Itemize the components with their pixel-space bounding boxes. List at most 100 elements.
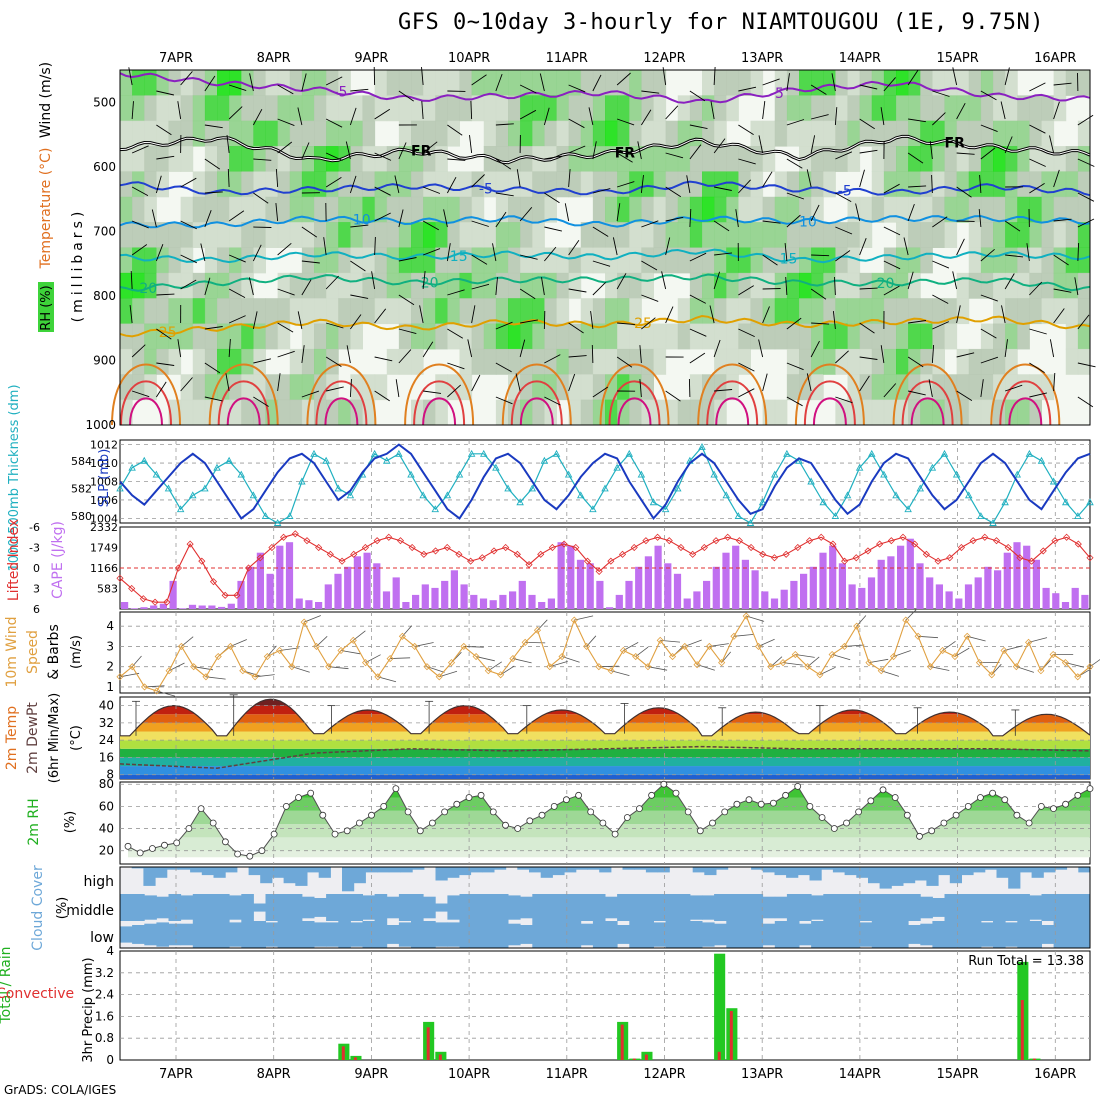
cloud-cell <box>879 867 892 889</box>
cape-bar <box>509 591 517 609</box>
rh-cell <box>532 374 545 401</box>
rh-cell <box>1005 120 1018 147</box>
wind-speed-point <box>140 683 149 691</box>
rh-cell <box>435 70 448 96</box>
rh-cell <box>835 247 848 274</box>
cape-bar <box>964 584 973 609</box>
rh-cell <box>168 323 182 350</box>
rh-cell <box>217 298 230 325</box>
wind-barb <box>297 107 303 126</box>
rh-cell <box>532 298 545 325</box>
lifted-index-point <box>1039 547 1047 555</box>
rh-cell <box>326 95 339 122</box>
wind-barb <box>443 209 448 228</box>
wind-barb <box>592 74 602 92</box>
cloud-cell <box>1053 921 1067 948</box>
wind-barb <box>932 260 950 269</box>
rh-cell <box>192 323 206 350</box>
surface-wind-barb <box>549 661 568 668</box>
wind-speed-point <box>411 642 419 650</box>
cloud-cell <box>190 867 203 873</box>
rh-cell <box>568 272 582 299</box>
lifted-index-point <box>361 543 369 552</box>
ylabel-rh-units: (%) <box>63 811 78 834</box>
lifted-index-point <box>163 598 171 606</box>
rh-cell <box>847 348 861 375</box>
rh-point <box>270 830 278 838</box>
wind-speed-point <box>386 655 394 663</box>
rh-cell <box>932 171 945 198</box>
wind-barb <box>1026 243 1030 262</box>
rh-cell <box>811 120 824 147</box>
rh-cell <box>156 298 169 325</box>
wind-barb <box>349 378 352 398</box>
rh-cell <box>483 70 497 96</box>
wind-barb <box>762 101 766 120</box>
rh-cell <box>653 120 667 147</box>
wind-speed-point <box>1012 663 1020 671</box>
rh-cell <box>835 222 848 248</box>
wind-barb <box>200 243 206 262</box>
cape-bar <box>741 559 749 609</box>
rh-cell <box>156 247 169 274</box>
wind-barb <box>422 186 441 194</box>
wind-barb <box>1004 339 1008 358</box>
rh-cell <box>314 70 327 96</box>
rh-cell <box>883 272 897 299</box>
wind-speed-point <box>202 673 210 681</box>
wind-barb <box>447 124 463 136</box>
surface-wind-barb <box>488 661 503 672</box>
rh-cell <box>241 120 254 147</box>
rh-point <box>989 789 996 797</box>
rh-cell <box>229 222 242 248</box>
cloud-cell <box>277 921 291 948</box>
wind-barb <box>155 244 164 262</box>
warm-contour <box>404 363 475 426</box>
rh-cell <box>120 222 133 248</box>
rh-point <box>733 800 741 808</box>
cloud-cell <box>260 867 273 884</box>
rh-cell <box>447 95 460 122</box>
ylabel-dewpoint: 2m DewPt <box>25 702 41 774</box>
thickness-point <box>164 484 173 492</box>
cloud-cell <box>762 896 776 919</box>
thickness-point <box>783 449 791 457</box>
rh-cell <box>144 70 157 96</box>
wind-barb <box>204 362 221 374</box>
rh-point <box>136 849 144 857</box>
cloud-cell <box>835 894 848 921</box>
li-tick-label: 3 <box>33 583 40 596</box>
wind-barb <box>495 158 512 170</box>
rh-cell <box>726 146 739 172</box>
thickness-point <box>940 449 949 457</box>
rh-cell <box>1053 222 1067 248</box>
cloud-cell <box>980 894 994 921</box>
wind-barb <box>1049 135 1055 154</box>
lifted-index-point <box>654 533 662 541</box>
rh-cell <box>774 298 788 325</box>
wind-barb <box>469 135 473 154</box>
rh-point <box>952 811 960 819</box>
precip-convective-bar <box>341 1046 345 1060</box>
thickness-point <box>710 470 718 478</box>
rh-point <box>319 811 327 819</box>
rh-cell <box>411 95 424 122</box>
lifted-index-point <box>420 550 428 558</box>
rh-cell <box>398 70 412 96</box>
rh-cell <box>483 95 497 122</box>
wind-barb <box>978 209 982 228</box>
rh-cell <box>714 70 727 96</box>
thickness-point <box>128 463 136 471</box>
rh-cell <box>811 196 824 223</box>
lifted-index-point <box>782 550 790 558</box>
surface-wind-barb <box>291 666 310 673</box>
cloud-cell <box>580 923 594 946</box>
rh-cell <box>168 298 182 325</box>
wind-barb <box>446 243 451 262</box>
rh-cell <box>738 196 751 223</box>
rh-cell <box>653 323 667 350</box>
surface-wind-barb <box>377 676 397 683</box>
rh-point <box>428 819 436 827</box>
wind-barb <box>738 362 755 372</box>
wind-barb <box>180 279 197 290</box>
